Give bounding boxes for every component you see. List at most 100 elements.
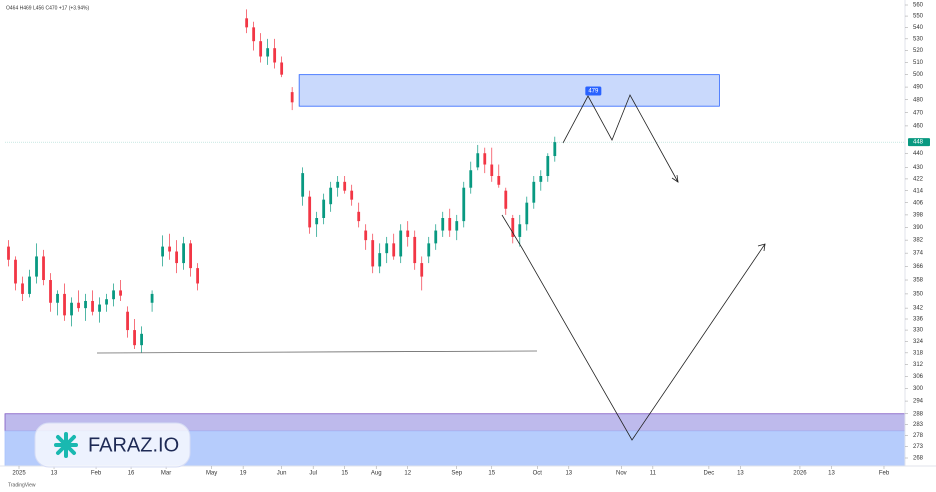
y-tick-label: 560 bbox=[913, 3, 924, 9]
candle-body bbox=[357, 211, 361, 222]
axes: 560 550 540 530 520 510 500 490 480 470 460 440 430 4… bbox=[0, 0, 936, 477]
candle-body bbox=[112, 290, 115, 300]
y-tick-label: 520 bbox=[913, 48, 924, 54]
candle-body bbox=[182, 243, 185, 264]
candle-body bbox=[441, 218, 445, 231]
candle-body bbox=[140, 333, 143, 346]
y-tick-label: 540 bbox=[913, 25, 924, 31]
candle-body bbox=[175, 251, 178, 264]
ohlc-legend: O464 H469 L456 C470 +17 (+3.94%) bbox=[6, 5, 89, 11]
candle-body bbox=[462, 187, 466, 222]
candle-body bbox=[252, 27, 256, 42]
y-tick-label: 430 bbox=[913, 165, 924, 171]
candle-body bbox=[497, 176, 501, 185]
y-tick-label: 422 bbox=[913, 176, 924, 182]
candle-body bbox=[266, 48, 270, 57]
candle-body bbox=[84, 300, 87, 309]
candle-body bbox=[168, 246, 171, 252]
candle-body bbox=[322, 199, 326, 219]
candle-body bbox=[150, 293, 154, 303]
target-label: 479 bbox=[588, 89, 599, 95]
candle-body bbox=[385, 243, 389, 254]
candle-body bbox=[329, 187, 333, 205]
candle-body bbox=[119, 290, 122, 296]
y-tick-label: 318 bbox=[913, 350, 924, 356]
candle-body bbox=[63, 293, 66, 316]
y-tick-label: 288 bbox=[913, 411, 924, 417]
x-tick-label: Feb bbox=[879, 471, 890, 477]
y-tick-label: 350 bbox=[913, 291, 924, 297]
y-tick-label: 268 bbox=[913, 456, 924, 462]
x-tick-label: Jun bbox=[277, 471, 287, 477]
forecast-path bbox=[562, 94, 679, 183]
candle-body bbox=[518, 224, 522, 237]
support-line bbox=[96, 350, 538, 354]
x-tick-label: Sep bbox=[451, 471, 462, 477]
candle-body bbox=[105, 299, 108, 305]
candle-body bbox=[504, 190, 508, 209]
candle-body bbox=[434, 230, 438, 244]
candle-body bbox=[336, 181, 340, 188]
candle-body bbox=[35, 256, 38, 277]
arrow-head bbox=[671, 174, 679, 183]
y-tick-label: 294 bbox=[913, 399, 924, 405]
x-tick-label: 11 bbox=[650, 471, 657, 477]
candle-body bbox=[91, 300, 94, 312]
x-tick-label: Mar bbox=[161, 471, 171, 477]
y-tick-label: 306 bbox=[913, 374, 924, 380]
x-tick-label: 2025 bbox=[12, 471, 26, 477]
y-tick-label: 500 bbox=[913, 72, 924, 78]
x-tick-label: Feb bbox=[91, 471, 102, 477]
candle-body bbox=[413, 236, 417, 264]
candle-body bbox=[476, 153, 480, 168]
x-tick-label: 19 bbox=[240, 471, 247, 477]
y-tick-label: 440 bbox=[913, 151, 924, 157]
y-tick-label: 336 bbox=[913, 317, 924, 323]
forecast-path bbox=[501, 214, 766, 441]
brand: TradingView bbox=[8, 482, 36, 488]
candle-body bbox=[343, 181, 347, 191]
x-tick-label: Nov bbox=[616, 471, 627, 477]
candle-body bbox=[126, 311, 129, 331]
candle-body bbox=[301, 173, 305, 197]
candle-body bbox=[290, 92, 294, 103]
watermark-text: FARAZ.IO bbox=[88, 434, 179, 456]
drawings bbox=[96, 94, 766, 441]
watermark-icon bbox=[54, 432, 78, 458]
x-tick-label: Jul bbox=[309, 471, 317, 477]
candle-body bbox=[539, 176, 543, 182]
candles bbox=[7, 9, 557, 353]
candle-body bbox=[133, 330, 136, 346]
candle-body bbox=[21, 283, 24, 294]
candle-body bbox=[77, 302, 80, 309]
y-tick-label: 382 bbox=[913, 238, 924, 244]
x-tick-label: 15 bbox=[488, 471, 495, 477]
x-tick-label: Oct bbox=[533, 471, 543, 477]
candle-body bbox=[42, 256, 45, 281]
x-tick-label: 2026 bbox=[793, 471, 807, 477]
watermark-box bbox=[34, 422, 191, 468]
x-tick-label: 12 bbox=[404, 471, 411, 477]
candle-body bbox=[378, 253, 382, 267]
candle-body bbox=[273, 48, 277, 63]
last-price-box bbox=[908, 138, 930, 147]
x-tick-label: May bbox=[206, 471, 217, 477]
candle-body bbox=[525, 202, 529, 225]
y-tick-label: 342 bbox=[913, 306, 924, 312]
arrow-head bbox=[757, 243, 766, 252]
y-tick-label: 390 bbox=[913, 225, 924, 231]
candle-body bbox=[28, 276, 31, 294]
candle-body bbox=[49, 280, 52, 303]
y-tick-label: 398 bbox=[913, 212, 924, 218]
y-tick-label: 490 bbox=[913, 85, 924, 91]
x-tick-label: 13 bbox=[565, 471, 572, 477]
candle-body bbox=[469, 170, 473, 188]
candle-body bbox=[546, 156, 550, 177]
candle-body bbox=[553, 142, 557, 157]
y-tick-label: 470 bbox=[913, 110, 924, 116]
y-tick-label: 374 bbox=[913, 251, 924, 257]
target-box bbox=[585, 86, 602, 96]
candle-body bbox=[483, 153, 487, 165]
candle-body bbox=[280, 62, 284, 75]
